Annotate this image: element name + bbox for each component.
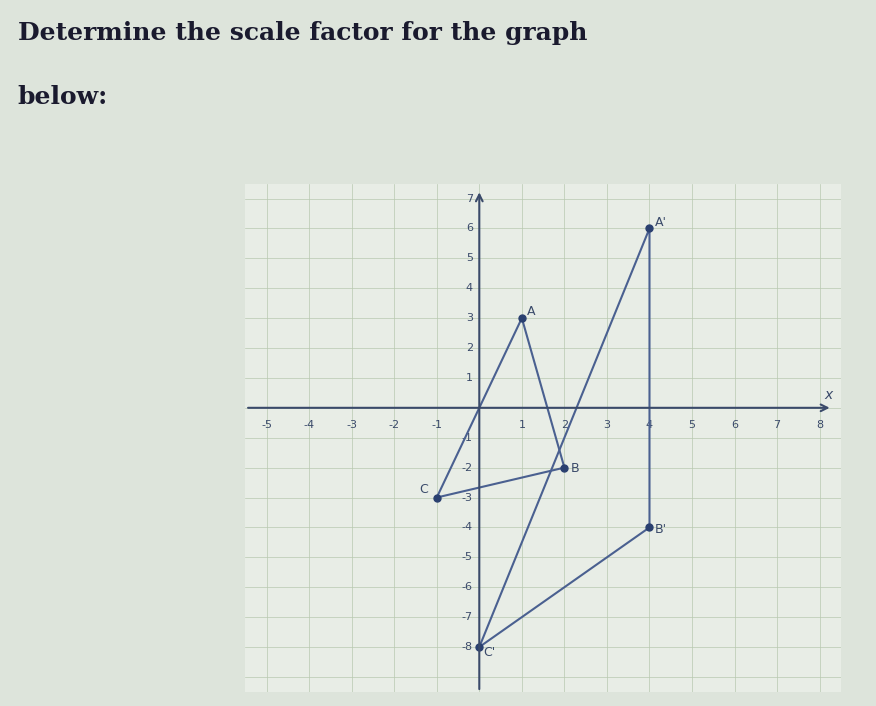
Text: x: x [824, 388, 832, 402]
Text: 1: 1 [519, 420, 526, 430]
Text: -1: -1 [431, 420, 442, 430]
Text: 6: 6 [466, 223, 473, 234]
Text: Determine the scale factor for the graph: Determine the scale factor for the graph [18, 21, 587, 45]
Text: -3: -3 [462, 493, 473, 503]
Text: below:: below: [18, 85, 108, 109]
Text: -1: -1 [462, 433, 473, 443]
Text: -5: -5 [261, 420, 272, 430]
Text: 1: 1 [466, 373, 473, 383]
Text: 8: 8 [816, 420, 823, 430]
Text: 4: 4 [646, 420, 653, 430]
Text: C: C [420, 483, 428, 496]
Text: 5: 5 [466, 253, 473, 263]
Text: C': C' [484, 646, 496, 659]
Text: A': A' [654, 216, 667, 229]
Text: B': B' [654, 523, 667, 537]
Text: -6: -6 [462, 582, 473, 592]
Text: 3: 3 [466, 313, 473, 323]
Text: 5: 5 [689, 420, 696, 430]
Text: -3: -3 [346, 420, 357, 430]
Text: B: B [571, 462, 579, 475]
Text: 6: 6 [731, 420, 738, 430]
Text: 2: 2 [561, 420, 568, 430]
Text: -8: -8 [462, 642, 473, 652]
Text: 2: 2 [466, 343, 473, 353]
Text: -5: -5 [462, 552, 473, 562]
Text: -2: -2 [462, 462, 473, 472]
Text: -7: -7 [462, 612, 473, 622]
Text: A: A [527, 304, 535, 318]
Text: 4: 4 [466, 283, 473, 293]
Text: 7: 7 [774, 420, 781, 430]
Text: 3: 3 [604, 420, 611, 430]
Text: -4: -4 [304, 420, 314, 430]
Text: -2: -2 [389, 420, 399, 430]
Text: -4: -4 [462, 522, 473, 532]
Text: 7: 7 [466, 193, 473, 203]
